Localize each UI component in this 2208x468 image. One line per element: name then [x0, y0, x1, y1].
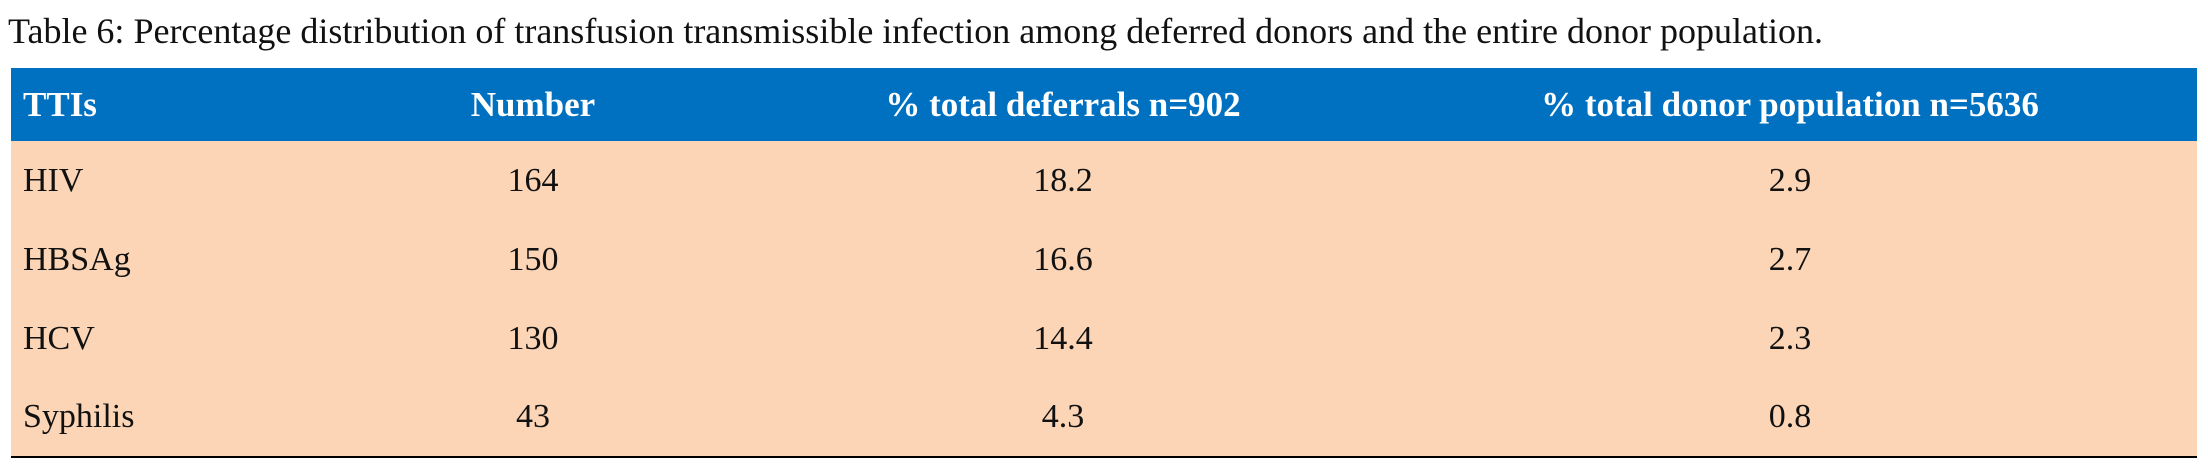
table-cell: 18.2 — [1033, 161, 1093, 199]
table-cell: 4.3 — [1041, 398, 1085, 435]
table-body: HIV 164 18.2 2.9 HBSAg 150 16.6 2.7 HCV 130 14.4 2.… — [11, 141, 2197, 457]
table-cell: 14.4 — [1033, 319, 1093, 357]
table-caption: Table 6: Percentage distribution of tran… — [8, 11, 1824, 51]
column-header: % total deferrals n=902 — [885, 84, 1241, 124]
table-cell: 130 — [507, 319, 559, 357]
data-table: TTIs Number % total deferrals n=902 % total… — [11, 68, 2197, 458]
table-row: HBSAg 150 16.6 2.7 — [11, 220, 2197, 299]
column-header: Number — [470, 84, 596, 124]
row-label: HBSAg — [23, 240, 131, 278]
row-label: HCV — [23, 319, 95, 357]
table-cell: 16.6 — [1033, 240, 1093, 278]
table-row: HIV 164 18.2 2.9 — [11, 141, 2197, 220]
row-label: HIV — [23, 161, 84, 199]
row-label: Syphilis — [23, 398, 135, 435]
table-cell: 150 — [507, 240, 559, 278]
table-cell: 164 — [507, 161, 559, 199]
table-cell: 2.3 — [1768, 319, 1812, 357]
table-header: TTIs Number % total deferrals n=902 % total… — [11, 68, 2197, 141]
table-cell: 2.9 — [1768, 161, 1812, 199]
column-header: TTIs — [23, 84, 97, 124]
table-row: Syphilis 43 4.3 0.8 — [11, 378, 2197, 457]
header-row: TTIs Number % total deferrals n=902 % total… — [11, 68, 2197, 141]
table-cell: 43 — [516, 398, 550, 435]
table-cell: 0.8 — [1768, 398, 1812, 435]
table-row: HCV 130 14.4 2.3 — [11, 299, 2197, 378]
table-cell: 2.7 — [1768, 240, 1812, 278]
column-header: % total donor population n=5636 — [1541, 84, 2039, 124]
